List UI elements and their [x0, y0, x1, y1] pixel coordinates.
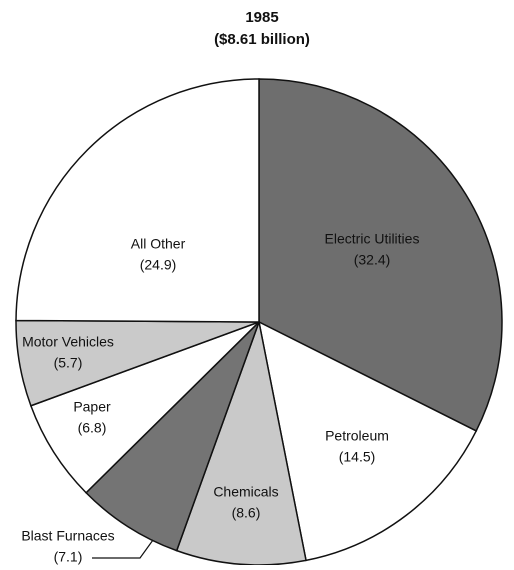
slice-value-label: (14.5): [339, 449, 376, 465]
slice-value-label: (6.8): [78, 420, 107, 436]
pie-slice: [175, 319, 307, 566]
slice-label: Petroleum: [325, 428, 389, 444]
slice-label: Motor Vehicles: [22, 334, 114, 350]
chart-title: 1985: [245, 9, 278, 26]
pie-slice: [258, 78, 503, 432]
slice-label: Chemicals: [213, 484, 278, 500]
slice-label: Electric Utilities: [325, 231, 420, 247]
pie-slice: [85, 321, 260, 552]
slice-value-label: (32.4): [354, 252, 391, 268]
slice-value-label: (7.1): [54, 549, 83, 565]
slice-label: All Other: [131, 236, 186, 252]
slice-value-label: (8.6): [232, 505, 261, 521]
chart-subtitle: ($8.61 billion): [214, 31, 310, 48]
slice-value-label: (24.9): [140, 257, 177, 273]
slice-label: Paper: [73, 399, 111, 415]
pie-slice: [257, 320, 478, 562]
pie-slice: [15, 78, 260, 323]
slice-label: Blast Furnaces: [21, 528, 114, 544]
leader-line: [92, 539, 154, 559]
slice-value-label: (5.7): [54, 355, 83, 371]
